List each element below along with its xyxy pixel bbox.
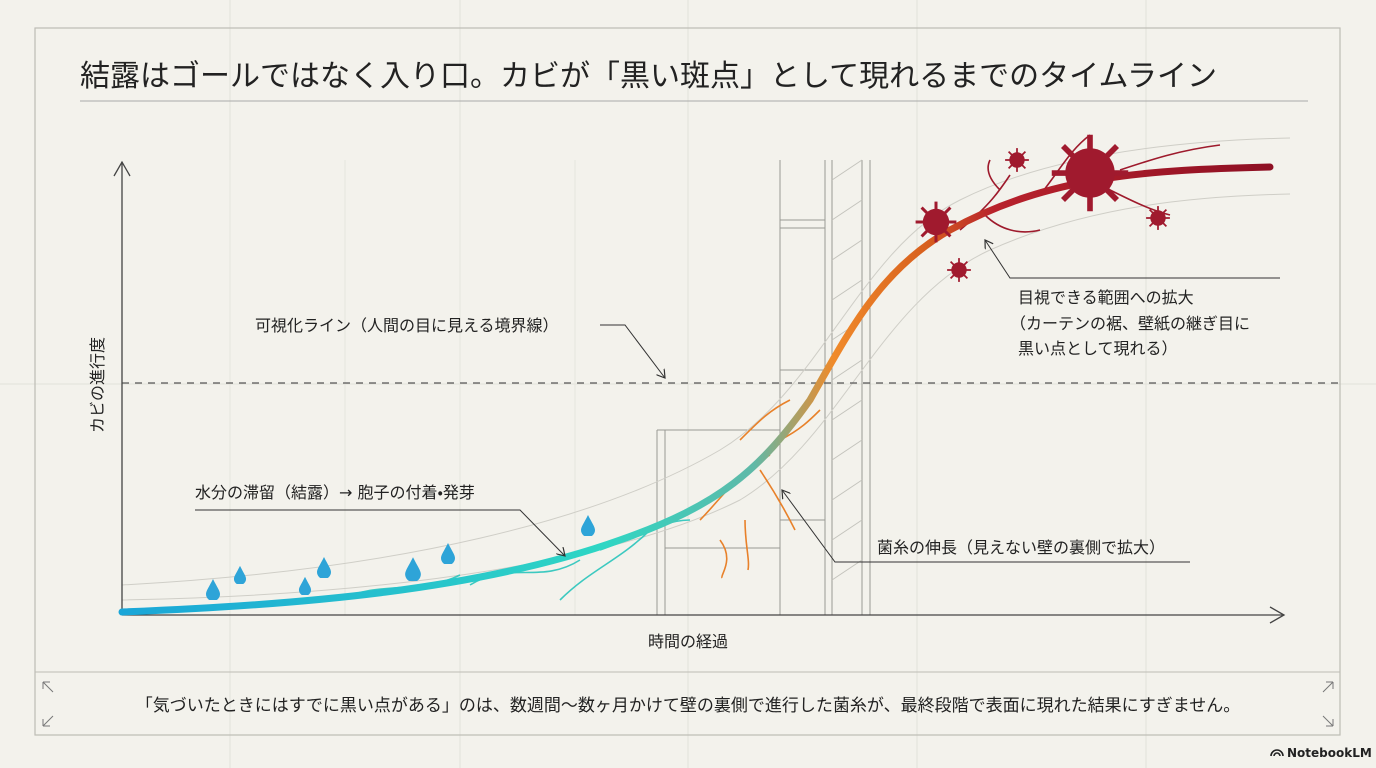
visible-label: 目視できる範囲への拡大 xyxy=(1018,288,1194,307)
progress-curve xyxy=(118,163,1274,616)
visibility-label: 可視化ライン（人間の目に見える境界線） xyxy=(255,316,559,335)
visible-label: 黒い点として現れる） xyxy=(1018,339,1178,358)
wall-section xyxy=(656,159,871,615)
moisture-leader xyxy=(195,509,565,556)
brand: NotebookLM xyxy=(1287,746,1372,760)
axes xyxy=(113,160,1286,624)
y-axis-label: カビの進行度 xyxy=(88,337,107,433)
footer-caption: 「気づいたときにはすでに黒い点がある」のは、数週間〜数ヶ月かけて壁の裏側で進行し… xyxy=(136,696,1241,716)
brand-mark: NotebookLM xyxy=(1270,746,1372,760)
hyphae-leader xyxy=(782,490,1190,563)
visible-label: （カーテンの裾、壁紙の継ぎ目に xyxy=(1010,314,1250,333)
title: 結露はゴールではなく入り口。カビが「黒い斑点」として現れるまでのタイムライン xyxy=(80,59,1217,94)
footer-box xyxy=(34,671,1341,736)
x-axis-label: 時間の経過 xyxy=(648,632,728,651)
moisture-label: 水分の滞留（結露）→ 胞子の付着・発芽 xyxy=(195,483,475,502)
visibility-leader xyxy=(600,324,665,378)
hyphae-label: 菌糸の伸長（見えない壁の裏側で拡大） xyxy=(877,538,1165,557)
plot-grid xyxy=(229,160,576,615)
guide-curves xyxy=(121,137,1291,601)
visible-leader xyxy=(985,240,1280,279)
footer-corners xyxy=(42,681,1334,727)
